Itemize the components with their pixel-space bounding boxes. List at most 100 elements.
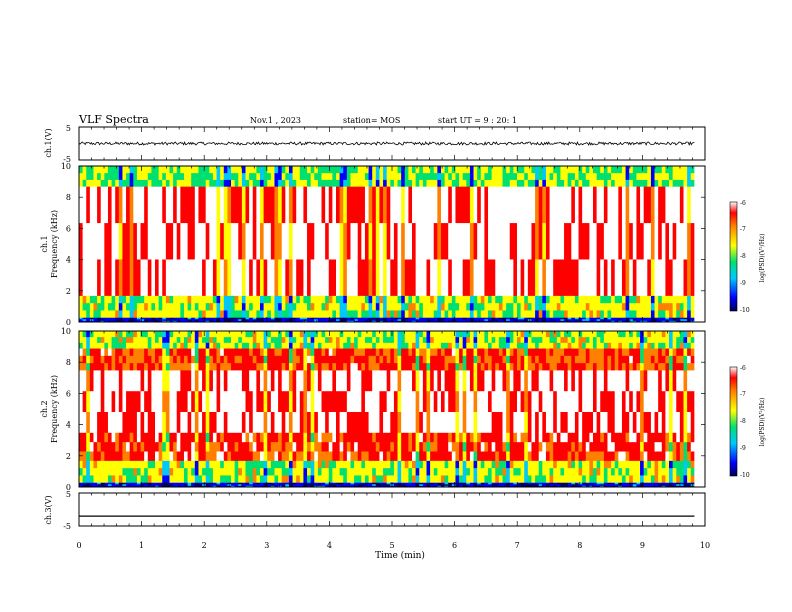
- ch2-spectrogram-cell: [176, 451, 181, 461]
- ch2-spectrogram-cell: [513, 483, 518, 486]
- ch2-spectrogram-cell: [491, 370, 496, 392]
- ch1-spectrogram-cell: [292, 320, 297, 323]
- ch1-spectrogram-cell: [147, 166, 152, 174]
- ch2-spectrogram-cell: [480, 342, 485, 349]
- ch2-spectrogram-cell: [234, 362, 239, 371]
- ch2-spectrogram-cell: [408, 483, 413, 486]
- ch1-spectrogram-cell: [469, 317, 474, 320]
- ch1-spectrogram-cell: [585, 302, 590, 311]
- ch2-spectrogram-cell: [259, 485, 265, 488]
- ch1-spectrogram-cell: [448, 186, 453, 224]
- ch1-spectrogram-cell: [469, 222, 474, 260]
- ch1-spectrogram-cell: [636, 310, 641, 318]
- ch2-spectrogram-cell: [285, 482, 290, 485]
- ch2-spectrogram-cell: [310, 355, 315, 364]
- ch1-spectrogram-cell: [372, 317, 377, 320]
- ch2-spectrogram-cell: [632, 411, 637, 433]
- ch1-spectrogram-cell: [462, 320, 467, 323]
- ch2-spectrogram-cell: [155, 348, 160, 356]
- ch1-spectrogram-cell: [433, 172, 438, 180]
- ch2-spectrogram-cell: [209, 483, 214, 486]
- ch1-spectrogram-cell: [245, 310, 250, 318]
- ch2-spectrogram-cell: [122, 355, 127, 364]
- ch1-spectrogram-cell: [451, 318, 456, 321]
- ch2-spectrogram-cell: [600, 348, 605, 356]
- ch2-spectrogram-cell: [440, 460, 445, 469]
- ch1-spectrogram-cell: [296, 222, 301, 260]
- ch1-spectrogram-cell: [183, 320, 188, 323]
- ch2-spectrogram-cell: [596, 331, 601, 338]
- ch2-spectrogram-cell: [307, 362, 312, 371]
- ch2-spectrogram-cell: [618, 355, 623, 364]
- ch2-spectrogram-cell: [350, 336, 355, 343]
- ch1-spectrogram-cell: [252, 179, 257, 187]
- ch1-spectrogram-cell: [86, 179, 91, 187]
- ch1-spectrogram-cell: [672, 222, 677, 260]
- ch2-spectrogram-cell: [415, 432, 420, 443]
- ch1-spectrogram-cell: [173, 179, 178, 187]
- ch2-spectrogram-cell: [589, 475, 594, 483]
- ch1-spectrogram-cell: [538, 295, 543, 304]
- ch2-spectrogram-cell: [368, 336, 373, 343]
- ch1-spectrogram-cell: [607, 259, 612, 296]
- ch1-spectrogram-cell: [658, 318, 663, 321]
- ch1-spectrogram-cell: [647, 222, 652, 260]
- ch1-spectrogram-cell: [270, 317, 275, 320]
- ch2-spectrogram-cell: [115, 411, 120, 433]
- ch2-spectrogram-cell: [632, 342, 637, 349]
- ch2-spectrogram-cell: [364, 411, 369, 433]
- ch1-spectrogram-cell: [549, 179, 554, 187]
- ch2-spectrogram-cell: [480, 485, 485, 488]
- ch2-spectrogram-cell: [202, 451, 207, 461]
- ch2-spectrogram-cell: [180, 348, 185, 356]
- ch1-spectrogram-cell: [607, 320, 612, 323]
- ch2-spectrogram-cell: [560, 467, 565, 476]
- ch1-spectrogram-cell: [256, 172, 261, 180]
- ch1-spectrogram-cell: [100, 310, 105, 318]
- ch1-spectrogram-cell: [683, 179, 688, 187]
- ch1-spectrogram-cell: [180, 222, 185, 260]
- ch2-spectrogram-cell: [93, 355, 98, 364]
- ch2-spectrogram-cell: [640, 451, 645, 461]
- ch1-spectrogram-cell: [527, 295, 532, 304]
- ch1-spectrogram-cell: [332, 310, 337, 318]
- ch1-spectrogram-cell: [589, 320, 594, 323]
- ch2-spectrogram-cell: [278, 336, 283, 343]
- ch1-spectrogram-cell: [455, 320, 460, 323]
- ch2-spectrogram-cell: [611, 342, 616, 349]
- ch2-spectrogram-cell: [296, 432, 301, 443]
- ch1-spectrogram-cell: [527, 186, 532, 224]
- ch1-spectrogram-cell: [111, 317, 116, 320]
- ch2-spectrogram-cell: [426, 411, 431, 433]
- ch2-spectrogram-cell: [140, 362, 145, 371]
- ch2-spectrogram-cell: [600, 483, 605, 486]
- ch2-spectrogram-cell: [202, 432, 207, 443]
- ch2-spectrogram-cell: [223, 355, 228, 364]
- ch2-spectrogram-cell: [263, 451, 268, 461]
- ch2-spectrogram-cell: [321, 390, 326, 412]
- ch1-spectrogram-cell: [679, 259, 684, 296]
- ch2-spectrogram-cell: [564, 483, 569, 486]
- ch1-spectrogram-cell: [401, 295, 406, 304]
- ch1-spectrogram-cell: [567, 318, 572, 321]
- ch1-spectrogram-cell: [545, 222, 550, 260]
- ch2-spectrogram-cell: [133, 331, 138, 338]
- ch2-spectrogram-cell: [654, 348, 659, 356]
- ch1-spectrogram-cell: [611, 179, 616, 187]
- ch1-spectrogram-cell: [679, 166, 684, 174]
- ch1-spectrogram-cell: [444, 166, 449, 174]
- ch1-spectrogram-cell: [100, 302, 105, 311]
- ch2-spectrogram-cell: [372, 485, 377, 488]
- ch2-spectrogram-cell: [433, 362, 438, 371]
- ch1-spectrogram-cell: [212, 222, 217, 260]
- ch1-spectrogram-cell: [332, 318, 337, 321]
- ch1-spectrogram-cell: [491, 317, 496, 320]
- ch1-spectrogram-cell: [183, 259, 188, 296]
- ch2-spectrogram-cell: [111, 370, 116, 392]
- ch1-spectrogram-cell: [357, 317, 362, 320]
- ch2-spectrogram-cell: [535, 390, 540, 412]
- ch1-spectrogram-cell: [350, 186, 355, 224]
- ch2-spectrogram-cell: [346, 370, 351, 392]
- ch2-spectrogram-cell: [444, 441, 449, 452]
